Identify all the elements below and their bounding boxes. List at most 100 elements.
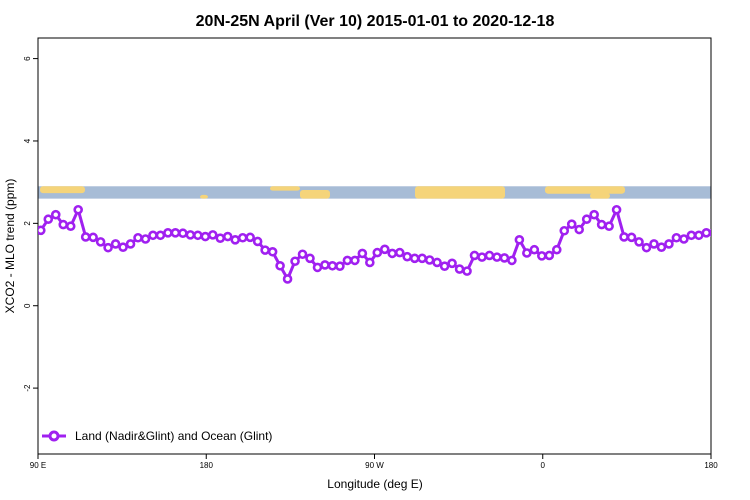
data-point xyxy=(514,235,525,245)
data-point xyxy=(65,221,76,232)
data-point xyxy=(163,228,173,238)
x-axis: 90 E 180 90 W 0 180 xyxy=(30,454,718,470)
data-point xyxy=(634,237,644,247)
map-land xyxy=(300,189,330,199)
data-point xyxy=(125,239,136,249)
y-axis: -2 0 2 4 6 xyxy=(23,56,38,392)
data-point xyxy=(155,230,166,241)
data-point xyxy=(193,230,203,241)
data-point xyxy=(88,232,98,243)
data-point xyxy=(260,245,270,255)
data-point xyxy=(566,219,577,229)
legend-swatch-marker xyxy=(48,430,60,442)
map-land xyxy=(40,186,85,194)
map-land xyxy=(415,186,505,199)
x-tick-label: 90 E xyxy=(30,461,46,470)
series-line xyxy=(39,208,711,281)
data-point xyxy=(671,232,682,243)
data-point xyxy=(387,248,398,259)
data-point xyxy=(402,251,413,262)
data-point xyxy=(215,233,226,243)
data-point xyxy=(252,236,263,247)
data-point xyxy=(409,253,420,264)
data-point xyxy=(237,232,248,243)
world-map-band xyxy=(38,186,711,199)
legend: Land (Nadir&Glint) and Ocean (Glint) xyxy=(42,429,272,443)
data-point xyxy=(305,253,315,264)
plot-frame xyxy=(37,37,712,455)
data-point xyxy=(335,261,345,271)
y-tick-label: -2 xyxy=(23,384,32,392)
data-point xyxy=(185,230,196,240)
data-point xyxy=(350,255,360,266)
y-tick-label: 0 xyxy=(23,303,32,308)
data-point xyxy=(327,260,338,271)
data-point xyxy=(694,230,704,241)
x-tick-label: 90 W xyxy=(365,461,384,470)
map-land xyxy=(270,186,300,191)
data-point xyxy=(656,242,667,253)
data-point xyxy=(245,232,255,243)
data-point xyxy=(574,224,585,235)
data-point xyxy=(641,242,652,253)
data-point xyxy=(275,260,285,271)
y-tick-label: 6 xyxy=(23,56,32,61)
map-land xyxy=(590,193,610,199)
data-point xyxy=(207,230,218,240)
data-point xyxy=(551,244,562,255)
series-layer xyxy=(38,204,711,284)
data-point xyxy=(611,204,622,215)
data-point xyxy=(537,251,547,261)
data-point xyxy=(170,228,181,238)
data-point xyxy=(58,219,69,230)
data-point xyxy=(709,228,711,237)
data-point xyxy=(342,255,353,266)
data-point xyxy=(267,246,278,257)
chart-title: 20N-25N April (Ver 10) 2015-01-01 to 202… xyxy=(196,13,555,30)
data-point xyxy=(43,214,54,225)
data-point xyxy=(320,260,330,270)
series-group xyxy=(38,204,711,284)
data-point xyxy=(559,225,570,236)
x-axis-label: Longitude (deg E) xyxy=(327,477,422,491)
data-point xyxy=(118,242,128,253)
data-point xyxy=(581,214,592,225)
y-axis-label: XCO2 - MLO trend (ppm) xyxy=(3,179,17,314)
data-point xyxy=(626,232,637,243)
x-tick-label: 180 xyxy=(704,461,718,470)
map-land xyxy=(545,186,625,194)
data-point xyxy=(133,232,143,243)
data-point xyxy=(222,231,233,242)
y-tick-label: 2 xyxy=(23,221,32,226)
data-point xyxy=(447,258,457,269)
data-point xyxy=(365,257,375,268)
data-point xyxy=(178,228,188,239)
data-point xyxy=(290,256,300,267)
data-point xyxy=(439,261,450,271)
data-point xyxy=(484,250,495,261)
data-point xyxy=(230,235,241,245)
data-point xyxy=(424,255,435,265)
data-point xyxy=(80,232,91,242)
data-point xyxy=(357,248,368,259)
x-tick-label: 180 xyxy=(200,461,214,470)
data-point xyxy=(297,249,308,260)
data-point xyxy=(372,247,383,258)
data-point xyxy=(50,209,61,220)
data-point xyxy=(95,237,106,247)
legend-label: Land (Nadir&Glint) and Ocean (Glint) xyxy=(75,429,272,443)
data-point xyxy=(417,253,427,264)
data-point xyxy=(544,250,555,261)
data-point xyxy=(454,264,465,274)
data-point xyxy=(73,204,83,215)
data-point xyxy=(701,228,711,238)
data-point xyxy=(477,252,487,262)
data-point xyxy=(686,230,697,241)
data-point xyxy=(394,247,405,258)
data-point xyxy=(649,239,659,249)
data-point xyxy=(604,221,614,232)
data-point xyxy=(38,225,46,236)
data-point xyxy=(379,244,390,255)
data-point xyxy=(499,253,510,263)
